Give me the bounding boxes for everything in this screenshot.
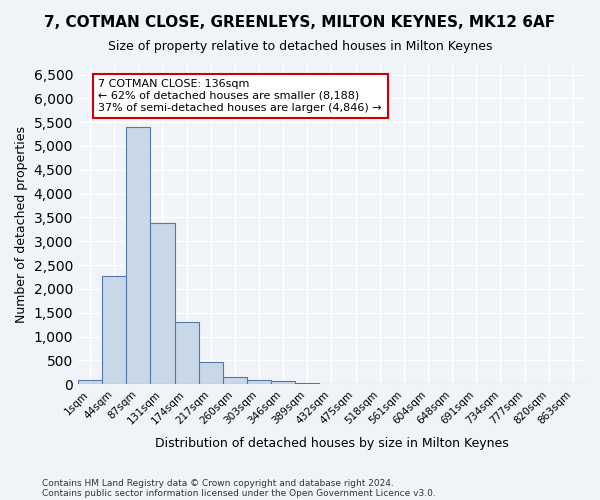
Bar [247,380,271,384]
Bar [78,380,102,384]
Text: Contains HM Land Registry data © Crown copyright and database right 2024.: Contains HM Land Registry data © Crown c… [42,478,394,488]
Bar [223,376,247,384]
Bar [271,382,295,384]
Bar [199,362,223,384]
Text: 7, COTMAN CLOSE, GREENLEYS, MILTON KEYNES, MK12 6AF: 7, COTMAN CLOSE, GREENLEYS, MILTON KEYNE… [44,15,556,30]
Text: Contains public sector information licensed under the Open Government Licence v3: Contains public sector information licen… [42,488,436,498]
X-axis label: Distribution of detached houses by size in Milton Keynes: Distribution of detached houses by size … [155,437,508,450]
Bar [175,322,199,384]
Bar [151,223,175,384]
Bar [126,127,151,384]
Text: Size of property relative to detached houses in Milton Keynes: Size of property relative to detached ho… [108,40,492,53]
Bar [295,382,319,384]
Bar [102,276,126,384]
Y-axis label: Number of detached properties: Number of detached properties [15,126,28,323]
Text: 7 COTMAN CLOSE: 136sqm
← 62% of detached houses are smaller (8,188)
37% of semi-: 7 COTMAN CLOSE: 136sqm ← 62% of detached… [98,80,382,112]
